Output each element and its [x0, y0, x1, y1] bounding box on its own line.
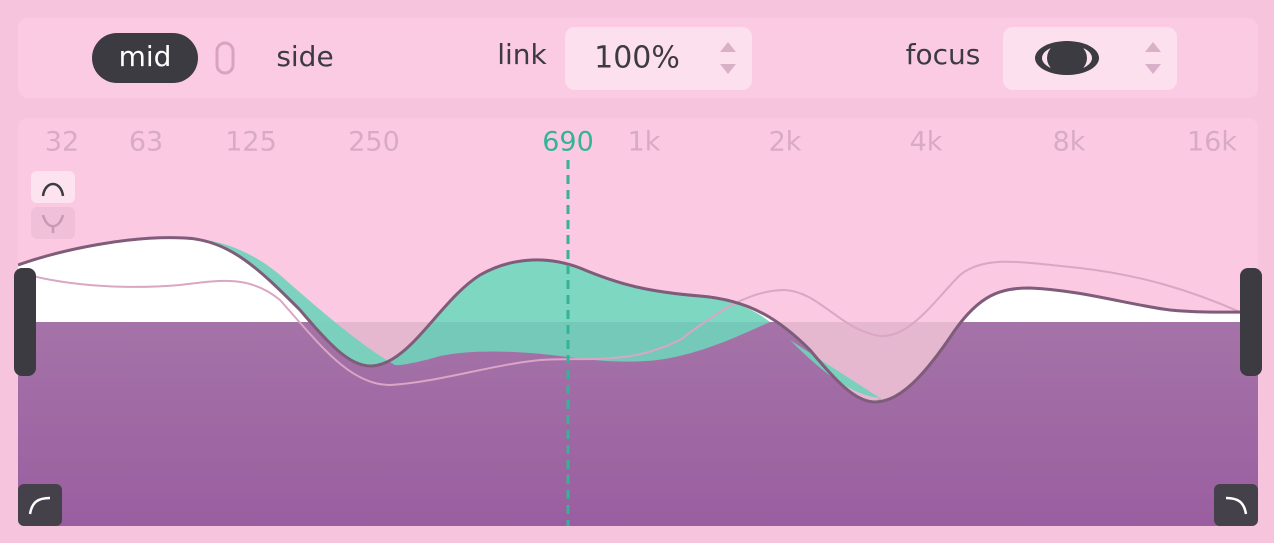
cursor-label: 690 — [542, 127, 594, 158]
frequency-label: 125 — [225, 127, 277, 158]
notch-shape-button[interactable] — [31, 207, 75, 239]
focus-label: focus — [906, 38, 981, 71]
frequency-label: 16k — [1187, 127, 1237, 158]
side-label[interactable]: side — [276, 40, 333, 73]
link-label: link — [497, 38, 547, 71]
mode-toggle[interactable] — [215, 41, 235, 75]
frequency-labels: 32 63 125 250 1k 2k 4k 8k 16k — [45, 127, 1238, 158]
eq-curve — [18, 236, 1258, 404]
high-cut-button[interactable] — [1214, 484, 1258, 526]
frequency-label: 63 — [129, 127, 163, 158]
mid-button[interactable] — [92, 33, 198, 83]
frequency-label: 8k — [1053, 127, 1086, 158]
high-cut-icon — [1225, 496, 1248, 515]
frequency-label: 1k — [628, 127, 661, 158]
curves — [18, 236, 1258, 526]
floor-area — [18, 322, 1258, 526]
left-handle[interactable] — [14, 268, 36, 376]
difference-area — [190, 238, 882, 403]
mid-label: mid — [119, 40, 172, 73]
bell-shape-button[interactable] — [31, 171, 75, 203]
low-cut-button[interactable] — [18, 484, 62, 526]
link-value: 100% — [594, 41, 680, 76]
reference-curve — [18, 260, 1241, 387]
notch-icon — [41, 214, 65, 233]
frequency-label: 2k — [769, 127, 802, 158]
bell-icon — [41, 182, 65, 197]
focus-spinner[interactable] — [1145, 42, 1161, 74]
link-field[interactable] — [565, 27, 752, 90]
low-cut-icon — [28, 496, 51, 515]
frequency-label: 32 — [45, 127, 79, 158]
right-handle[interactable] — [1240, 268, 1262, 376]
link-spinner[interactable] — [720, 42, 736, 74]
frequency-label: 4k — [910, 127, 943, 158]
focus-icon — [1035, 41, 1099, 75]
frequency-label: 250 — [348, 127, 400, 158]
